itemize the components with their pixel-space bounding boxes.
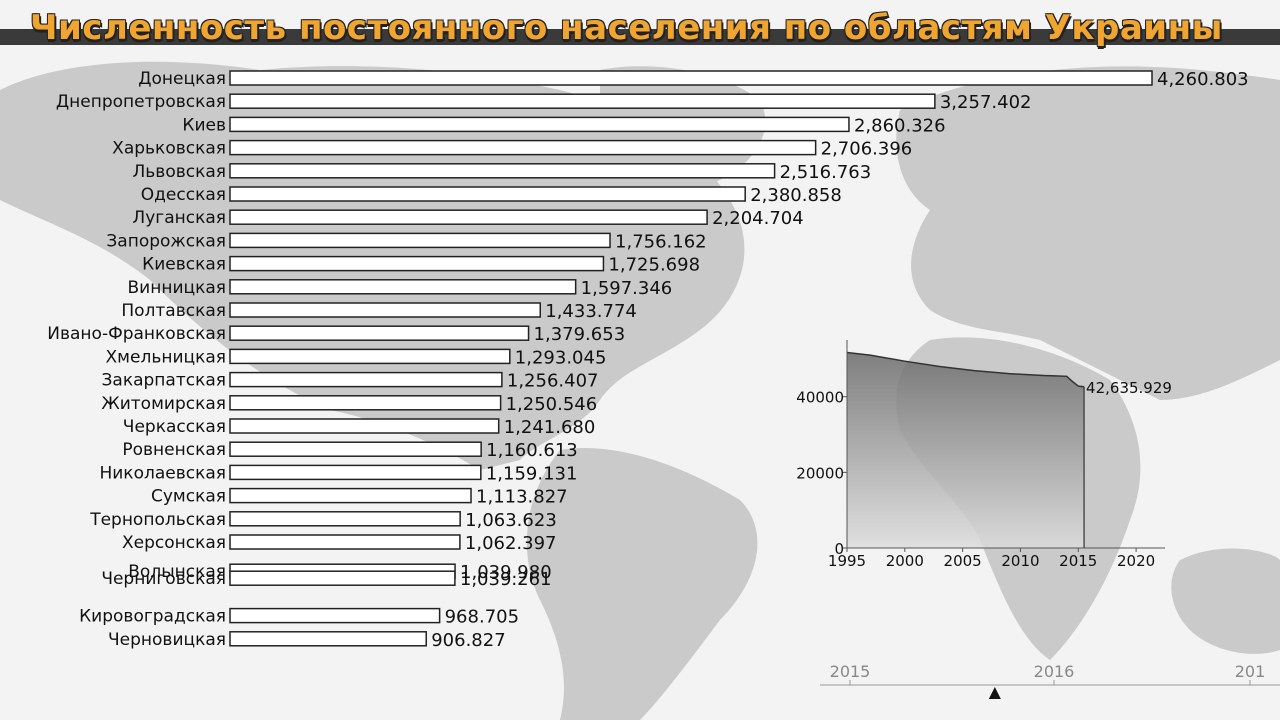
timeline-handle[interactable] bbox=[988, 687, 1001, 699]
category-label: Киевская bbox=[142, 255, 226, 275]
timeline-label: 201 bbox=[1235, 662, 1266, 681]
value-label: 1,039.261 bbox=[460, 569, 552, 590]
y-tick-label: 20000 bbox=[796, 464, 844, 482]
value-label: 1,433.774 bbox=[545, 301, 637, 322]
value-label: 1,113.827 bbox=[476, 487, 568, 508]
bar-9 bbox=[229, 255, 605, 272]
south-america-shape bbox=[526, 448, 758, 720]
x-tick-label: 2000 bbox=[886, 552, 924, 570]
category-label: Хмельницкая bbox=[106, 347, 226, 367]
value-label: 2,380.858 bbox=[750, 185, 842, 206]
category-label: Львовская bbox=[133, 162, 227, 182]
category-label: Ивано-Франковская bbox=[47, 324, 226, 344]
value-label: 906.827 bbox=[431, 630, 505, 651]
value-label: 1,039.980 bbox=[460, 562, 552, 583]
category-label: Черниговская bbox=[101, 569, 226, 589]
bar-25 bbox=[229, 631, 427, 647]
category-label: Винницкая bbox=[128, 278, 226, 298]
bar-3 bbox=[229, 116, 850, 133]
y-tick-label: 0 bbox=[834, 540, 844, 558]
bar-8 bbox=[229, 232, 611, 249]
value-label: 1,293.045 bbox=[515, 347, 607, 368]
value-label: 1,241.680 bbox=[504, 417, 596, 438]
bar-17 bbox=[229, 441, 482, 457]
category-label: Луганская bbox=[132, 208, 226, 228]
category-label: Ровненская bbox=[122, 440, 226, 460]
timeline-label: 2015 bbox=[830, 662, 871, 681]
category-label: Черкасская bbox=[123, 417, 226, 437]
category-label: Полтавская bbox=[121, 301, 226, 321]
bar-4 bbox=[229, 139, 817, 156]
value-label: 968.705 bbox=[445, 607, 519, 628]
x-tick-label: 1995 bbox=[828, 552, 866, 570]
bar-20 bbox=[229, 511, 461, 527]
category-label: Харьковская bbox=[112, 139, 226, 159]
australia-shape bbox=[1171, 548, 1280, 654]
bar-1 bbox=[229, 70, 1153, 86]
bar-13 bbox=[229, 348, 511, 365]
value-label: 1,159.131 bbox=[486, 463, 578, 484]
category-label: Киев bbox=[182, 115, 226, 135]
bar-16 bbox=[229, 418, 500, 434]
value-label: 4,260.803 bbox=[1157, 69, 1249, 90]
bar-18 bbox=[229, 464, 482, 481]
bar-5 bbox=[229, 163, 776, 179]
value-label: 3,257.402 bbox=[940, 92, 1032, 113]
category-label: Днепропетровская bbox=[56, 92, 226, 112]
timeline-label: 2016 bbox=[1034, 662, 1075, 681]
category-label: Черновицкая bbox=[108, 630, 226, 650]
value-label: 2,516.763 bbox=[780, 162, 872, 183]
value-label: 1,062.397 bbox=[465, 533, 557, 554]
category-label: Тернопольская bbox=[89, 510, 226, 530]
value-label: 1,379.653 bbox=[534, 324, 626, 345]
category-label: Житомирская bbox=[101, 394, 226, 414]
category-label: Закарпатская bbox=[102, 371, 227, 391]
value-label: 1,725.698 bbox=[608, 255, 700, 276]
value-label: 2,204.704 bbox=[712, 208, 804, 229]
bar-14 bbox=[229, 371, 503, 388]
bar-23 bbox=[229, 570, 456, 586]
bar-7 bbox=[229, 209, 708, 225]
bar-10 bbox=[229, 279, 577, 295]
area-line bbox=[846, 351, 1085, 388]
value-label: 1,756.162 bbox=[615, 231, 707, 252]
value-label: 1,597.346 bbox=[581, 278, 673, 299]
x-tick-label: 2015 bbox=[1059, 552, 1097, 570]
value-label: 2,706.396 bbox=[821, 139, 913, 160]
category-label: Херсонская bbox=[122, 533, 226, 553]
x-tick-label: 2020 bbox=[1117, 552, 1155, 570]
bar-11 bbox=[229, 302, 542, 318]
area-end-label: 42,635.929 bbox=[1086, 379, 1172, 397]
europe-asia-shape bbox=[896, 66, 1280, 401]
bar-15 bbox=[229, 395, 502, 411]
category-label: Запорожская bbox=[106, 231, 226, 251]
category-label: Сумская bbox=[151, 487, 226, 507]
category-label: Николаевская bbox=[99, 463, 226, 483]
category-label: Волынская bbox=[128, 562, 226, 582]
chart-title: Численность постоянного населения по обл… bbox=[30, 8, 1223, 48]
y-tick-label: 40000 bbox=[796, 389, 844, 407]
bar-24 bbox=[229, 607, 441, 624]
value-label: 1,160.613 bbox=[486, 440, 578, 461]
value-label: 1,063.623 bbox=[465, 510, 557, 531]
value-label: 1,250.546 bbox=[506, 394, 598, 415]
x-tick-label: 2010 bbox=[1001, 552, 1039, 570]
category-label: Донецкая bbox=[138, 69, 226, 89]
category-label: Одесская bbox=[141, 185, 226, 205]
value-label: 1,256.407 bbox=[507, 371, 599, 392]
x-tick-label: 2005 bbox=[944, 552, 982, 570]
bar-6 bbox=[229, 186, 746, 202]
title-band bbox=[0, 29, 1280, 45]
bar-12 bbox=[229, 325, 530, 341]
bar-2 bbox=[229, 93, 936, 109]
value-label: 2,860.326 bbox=[854, 115, 946, 136]
bar-19 bbox=[229, 487, 472, 504]
category-label: Кировоградская bbox=[79, 607, 226, 627]
area-fill bbox=[847, 352, 1085, 548]
bar-21 bbox=[229, 534, 461, 550]
